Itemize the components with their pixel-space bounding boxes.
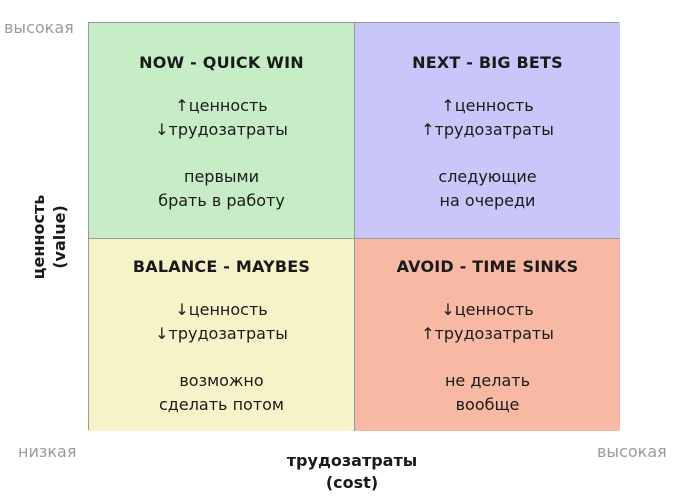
quadrant-title: NOW - QUICK WIN — [139, 53, 304, 72]
quadrant-time-sinks: AVOID - TIME SINKS ↓ценность ↑трудозатра… — [355, 239, 620, 431]
quadrant-title: NEXT - BIG BETS — [412, 53, 563, 72]
action-line-2: вообще — [455, 395, 520, 414]
criteria-value: ↑ценность — [441, 96, 534, 115]
quadrant-criteria: ↑ценность ↑трудозатраты — [355, 94, 620, 142]
quadrant-maybes: BALANCE - MAYBES ↓ценность ↓трудозатраты… — [89, 239, 355, 431]
x-axis-title-main: трудозатраты — [286, 451, 418, 470]
quadrant-big-bets: NEXT - BIG BETS ↑ценность ↑трудозатраты … — [355, 23, 620, 239]
action-line-1: следующие — [438, 167, 537, 186]
quadrant-action: не делать вообще — [355, 369, 620, 417]
quadrant-criteria: ↓ценность ↑трудозатраты — [355, 298, 620, 346]
criteria-cost: ↑трудозатраты — [421, 324, 554, 343]
action-line-2: брать в работу — [158, 191, 285, 210]
priority-matrix: NOW - QUICK WIN ↑ценность ↓трудозатраты … — [88, 22, 620, 431]
criteria-value: ↓ценность — [441, 300, 534, 319]
y-axis-title: ценность (value) — [28, 137, 70, 337]
quadrant-criteria: ↑ценность ↓трудозатраты — [89, 94, 354, 142]
quadrant-title: BALANCE - MAYBES — [132, 257, 311, 276]
criteria-cost: ↓трудозатраты — [155, 120, 288, 139]
action-line-1: возможно — [179, 371, 264, 390]
quadrant-action: первыми брать в работу — [89, 165, 354, 213]
y-axis-high-label: высокая — [4, 18, 74, 37]
y-axis-title-sub: (value) — [50, 205, 69, 269]
criteria-cost: ↑трудозатраты — [421, 120, 554, 139]
quadrant-action: возможно сделать потом — [89, 369, 354, 417]
quadrant-criteria: ↓ценность ↓трудозатраты — [89, 298, 354, 346]
criteria-cost: ↓трудозатраты — [155, 324, 288, 343]
criteria-value: ↓ценность — [175, 300, 268, 319]
quadrant-title: AVOID - TIME SINKS — [396, 257, 579, 276]
quadrant-quick-win: NOW - QUICK WIN ↑ценность ↓трудозатраты … — [89, 23, 355, 239]
x-axis-high-label: высокая — [597, 442, 667, 461]
quadrant-action: следующие на очереди — [355, 165, 620, 213]
y-axis-title-main: ценность — [29, 194, 48, 280]
criteria-value: ↑ценность — [175, 96, 268, 115]
action-line-1: не делать — [444, 371, 531, 390]
x-axis-title-sub: (cost) — [325, 473, 379, 492]
action-line-2: сделать потом — [159, 395, 284, 414]
axis-low-label: низкая — [18, 442, 77, 461]
action-line-1: первыми — [184, 167, 259, 186]
x-axis-title: трудозатраты (cost) — [252, 450, 452, 494]
action-line-2: на очереди — [439, 191, 536, 210]
